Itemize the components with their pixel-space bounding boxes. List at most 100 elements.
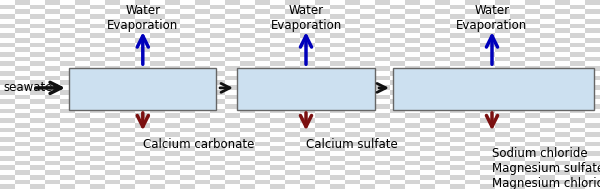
Bar [240,80,255,85]
Bar [45,142,60,146]
Bar [30,165,45,170]
Bar [0,137,15,142]
Bar [300,99,315,104]
Bar [495,170,510,175]
Bar [180,14,195,19]
Bar [210,90,225,94]
Bar [300,43,315,47]
Bar [180,165,195,170]
Bar [465,161,480,165]
Bar [585,38,600,43]
Bar [225,113,240,118]
Bar [330,52,345,57]
Bar [45,28,60,33]
Bar [75,113,90,118]
Bar [90,118,105,123]
Bar [555,123,570,128]
Bar [345,9,360,14]
Bar [75,142,90,146]
Bar [45,0,60,5]
Bar [465,19,480,24]
Bar [150,90,165,94]
Bar [570,146,585,151]
Bar [420,146,435,151]
Bar [450,175,465,180]
Bar [210,184,225,189]
Bar [435,66,450,71]
Bar [285,151,300,156]
Bar [555,132,570,137]
Bar [315,170,330,175]
Bar [90,156,105,161]
Bar [135,180,150,184]
Bar [525,170,540,175]
Bar [390,5,405,9]
Bar [165,66,180,71]
Bar [420,61,435,66]
Bar [420,71,435,76]
Bar [120,118,135,123]
Bar [360,71,375,76]
Bar [30,137,45,142]
Bar [555,19,570,24]
Bar [120,14,135,19]
Bar [450,52,465,57]
Bar [180,118,195,123]
Bar [495,47,510,52]
Bar [405,28,420,33]
Bar [270,80,285,85]
Bar [135,76,150,80]
Bar [510,109,525,113]
Bar [360,90,375,94]
Bar [135,66,150,71]
Text: Calcium carbonate: Calcium carbonate [143,138,254,151]
Bar [510,43,525,47]
Bar [75,104,90,109]
Bar [0,90,15,94]
Bar [435,85,450,90]
Text: Water
Evaporation: Water Evaporation [457,4,527,32]
Bar [270,24,285,28]
Bar [465,66,480,71]
Bar [285,104,300,109]
Bar [405,38,420,43]
Bar [405,161,420,165]
Bar [300,52,315,57]
Bar [390,52,405,57]
Bar [510,52,525,57]
Bar [465,57,480,61]
Bar [540,156,555,161]
Bar [165,76,180,80]
Bar [450,128,465,132]
Bar [345,28,360,33]
Bar [285,94,300,99]
Bar [555,161,570,165]
Bar [90,137,105,142]
Bar [0,71,15,76]
Bar [510,128,525,132]
Bar [150,137,165,142]
Bar [0,52,15,57]
Bar [270,184,285,189]
Bar [585,180,600,184]
Bar [225,38,240,43]
Bar [345,104,360,109]
Bar [210,118,225,123]
Bar [15,123,30,128]
Bar [195,142,210,146]
Bar [30,61,45,66]
Bar [30,184,45,189]
Bar [75,132,90,137]
Bar [555,76,570,80]
Bar [30,128,45,132]
Bar [360,43,375,47]
Bar [435,180,450,184]
Bar [525,57,540,61]
Bar [0,146,15,151]
Bar [105,47,120,52]
Bar [465,104,480,109]
Bar [165,142,180,146]
Bar [105,85,120,90]
Bar [300,71,315,76]
Bar [285,85,300,90]
